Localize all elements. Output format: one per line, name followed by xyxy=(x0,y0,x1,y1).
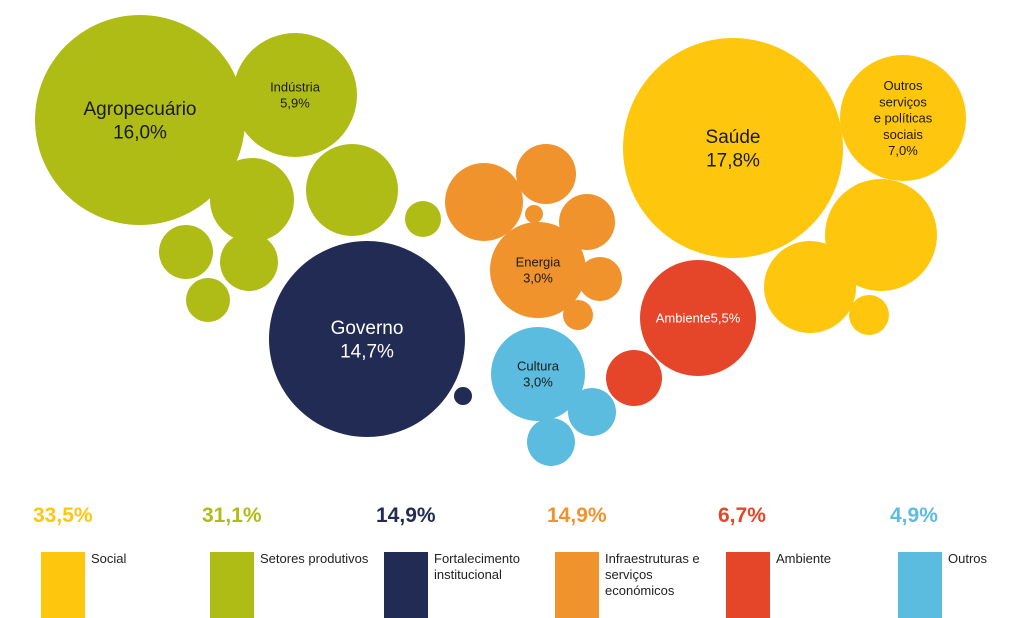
legend-item-social: 33,5% Social xyxy=(33,504,203,618)
legend-swatch xyxy=(898,552,942,618)
bubble-label: Agropecuário 16,0% xyxy=(83,99,196,144)
bubble-label: Indústria 5,9% xyxy=(270,79,321,110)
legend-swatch xyxy=(384,552,428,618)
legend-value: 14,9% xyxy=(547,504,607,527)
legend-item-setores-produtivos: 31,1% Setores produtivos xyxy=(202,504,372,618)
bubble-infrastructure-14 xyxy=(525,205,543,223)
bubble-infrastructure-energia xyxy=(490,222,586,318)
bubble-others-21 xyxy=(527,418,575,466)
bubble-productive-5 xyxy=(220,233,278,291)
bubble-infrastructure-13 xyxy=(559,194,615,250)
bubble-infrastructure-15 xyxy=(578,257,622,301)
legend-swatch xyxy=(210,552,254,618)
bubble-label: Energia 3,0% xyxy=(516,254,562,285)
bubble-productive-industria xyxy=(233,33,357,157)
bubble-social-24 xyxy=(825,179,937,291)
bubble-social-saude xyxy=(623,38,843,258)
legend-item-ambiente: 6,7% Ambiente xyxy=(718,504,888,618)
bubble-social-outros xyxy=(840,55,966,181)
bubble-productive-agropecuario xyxy=(35,15,245,225)
legend-value: 31,1% xyxy=(202,504,262,527)
bubble-productive-7 xyxy=(405,201,441,237)
bubble-chart: Agropecuário 16,0% Indústria 5,9% Governo 14,… xyxy=(35,15,966,466)
bubble-social-26 xyxy=(849,295,889,335)
legend-item-fortalecimento-institucional: 14,9% Fortalecimento institucional xyxy=(376,504,546,618)
legend-swatch xyxy=(555,552,599,618)
legend-label: Outros xyxy=(948,551,988,566)
bubble-social-25 xyxy=(764,241,856,333)
legend-value: 14,9% xyxy=(376,504,436,527)
legend-label: Social xyxy=(91,551,127,566)
bubble-label: Governo 14,7% xyxy=(331,318,404,363)
bubble-environment-ambiente xyxy=(640,260,756,376)
bubble-environment-18 xyxy=(606,350,662,406)
bubble-infrastructure-16 xyxy=(563,300,593,330)
bubble-label: Outros serviços e políticas sociais 7,0% xyxy=(874,78,933,158)
bubble-others-cultura xyxy=(491,327,585,421)
legend: 33,5% Social 31,1% Setores produtivos 14… xyxy=(0,480,1024,618)
legend-label: Setores produtivos xyxy=(260,551,369,566)
legend-item-outros: 4,9% Outros xyxy=(890,504,1024,618)
legend-label: Infraestruturas e serviços económicos xyxy=(605,551,700,598)
legend-value: 33,5% xyxy=(33,504,93,527)
bubble-label: Cultura 3,0% xyxy=(517,358,560,389)
legend-value: 4,9% xyxy=(890,504,938,527)
bubble-infrastructure-11 xyxy=(445,163,523,241)
bubble-productive-4 xyxy=(159,225,213,279)
legend-swatch xyxy=(726,552,770,618)
legend-label: Ambiente xyxy=(776,551,831,566)
bubble-productive-3 xyxy=(306,144,398,236)
legend-label: Fortalecimento institucional xyxy=(434,551,520,582)
bubble-institutional-governo xyxy=(269,241,465,437)
bubble-label: Saúde 17,8% xyxy=(706,127,761,172)
legend-item-infraestruturas: 14,9% Infraestruturas e serviços económi… xyxy=(547,504,717,618)
legend-value: 6,7% xyxy=(718,504,766,527)
bubble-productive-2 xyxy=(210,158,294,242)
legend-swatch xyxy=(41,552,85,618)
bubble-infrastructure-12 xyxy=(516,144,576,204)
bubble-productive-6 xyxy=(186,278,230,322)
bubble-institutional-9 xyxy=(454,387,472,405)
bubble-label: Ambiente5,5% xyxy=(656,311,741,326)
bubble-others-20 xyxy=(568,388,616,436)
